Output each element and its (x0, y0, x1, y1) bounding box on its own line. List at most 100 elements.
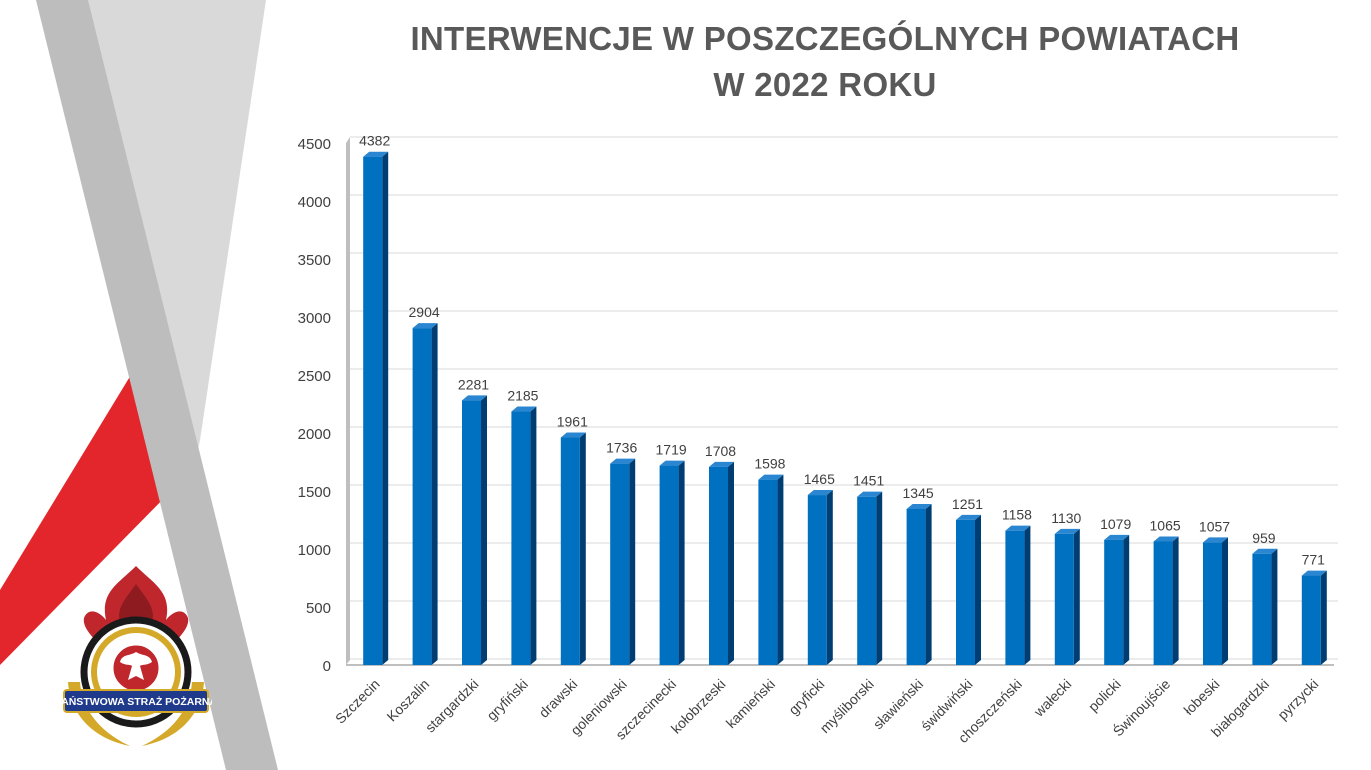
data-label: 959 (1252, 530, 1276, 546)
data-label: 1065 (1150, 517, 1181, 533)
red-stripe (0, 360, 174, 665)
bar (363, 156, 383, 666)
bar-side (431, 323, 438, 665)
bar-side (1024, 525, 1031, 665)
y-axis-ticks: 0 500 1000 1500 2000 2500 3000 3500 4000 4500 (298, 136, 331, 675)
data-labels: 4382 2904 2281 2185 1961 1736 1719 1708 1598 1465… (359, 133, 1325, 568)
fire-service-logo: PAŃSTWOWA STRAŻ POŻARNA (60, 566, 212, 746)
flame-inner-icon (119, 584, 153, 622)
data-label: 1057 (1199, 518, 1230, 534)
data-label: 1465 (804, 471, 835, 487)
y-tick-label: 2500 (298, 368, 331, 385)
bar-top (857, 491, 883, 497)
bar-side (1073, 528, 1080, 665)
bar (807, 495, 827, 665)
y-tick-label: 3500 (298, 252, 331, 269)
bar-side (777, 474, 784, 665)
y-tick-label: 4000 (298, 194, 331, 211)
data-label: 2904 (409, 304, 440, 320)
bar-side (975, 514, 981, 665)
bar-top (758, 474, 784, 480)
bar (560, 437, 580, 665)
bar (906, 508, 926, 665)
y-tick-label: 3000 (298, 310, 331, 327)
x-tick-label: drawski (536, 676, 581, 721)
chart-title-line-1: INTERWENCJE W POSZCZEGÓLNYCH POWIATACH (410, 20, 1240, 57)
x-tick-label: wałecki (1030, 676, 1074, 720)
bar-top (1153, 536, 1179, 542)
bar (709, 466, 728, 665)
bar (610, 463, 630, 665)
data-label: 1158 (1002, 507, 1032, 523)
x-tick-label: łobeski (1180, 676, 1222, 718)
data-label: 4382 (359, 133, 390, 149)
x-tick-label: stargardzki (422, 676, 482, 736)
bar-top (709, 461, 734, 467)
bar-side (1172, 536, 1179, 665)
data-label: 1130 (1051, 510, 1081, 526)
bar-top (363, 151, 389, 157)
data-label: 1079 (1100, 516, 1131, 532)
data-label: 1598 (754, 456, 785, 472)
bar-top (906, 503, 932, 509)
data-label: 1451 (853, 473, 884, 489)
bar (758, 479, 778, 665)
bar-top (412, 323, 438, 329)
x-tick-label: Szczecin (332, 676, 383, 727)
bar-side (728, 461, 734, 665)
bar (956, 519, 975, 665)
bar-side (1123, 534, 1130, 665)
x-tick-label: pyrzycki (1274, 676, 1321, 723)
data-label: 2185 (507, 388, 538, 404)
data-label: 1719 (656, 442, 687, 458)
data-label: 1708 (705, 443, 736, 459)
data-label: 1736 (606, 440, 637, 456)
bar (1153, 541, 1173, 665)
y-tick-label: 2000 (298, 426, 331, 443)
data-label: 1345 (903, 485, 934, 501)
bar-top (462, 395, 487, 401)
x-tick-label: gryfiński (483, 676, 531, 724)
bar (511, 411, 531, 665)
bar-top (659, 460, 685, 466)
bar (857, 496, 877, 665)
bar (1252, 553, 1272, 665)
left-laurel-icon (68, 682, 130, 746)
gray-stripe (36, 0, 278, 770)
bar-side (481, 395, 487, 665)
logo-inner-ring (91, 627, 181, 717)
bar-side (1222, 537, 1228, 665)
bar-top (560, 432, 586, 438)
bar-side (1320, 570, 1327, 665)
bar-top (1005, 525, 1031, 531)
bars (363, 151, 1327, 666)
x-tick-label: myśliborski (817, 676, 877, 736)
chart-title-line-2: W 2022 ROKU (713, 66, 937, 103)
bar (1203, 542, 1222, 665)
bar (659, 465, 679, 665)
bar (412, 328, 432, 665)
bar-top (511, 406, 537, 412)
bar-side (678, 460, 685, 665)
bar-side (925, 503, 932, 665)
data-label: 1961 (557, 414, 588, 430)
bar-top (1203, 537, 1228, 543)
bar-side (530, 406, 537, 665)
bar-side (579, 432, 586, 665)
y-tick-label: 0 (323, 658, 331, 675)
y-tick-label: 500 (306, 600, 331, 617)
y-tick-label: 1500 (298, 484, 331, 501)
bar-top (807, 490, 833, 496)
data-label: 771 (1302, 552, 1326, 568)
light-gray-stripe (88, 0, 266, 470)
bar-side (876, 491, 883, 665)
bar-side (1271, 548, 1278, 665)
data-label: 2281 (458, 376, 489, 392)
right-laurel-icon (142, 682, 204, 746)
bar-side (382, 151, 389, 666)
eagle-icon (120, 652, 152, 680)
gridlines (346, 136, 1338, 666)
